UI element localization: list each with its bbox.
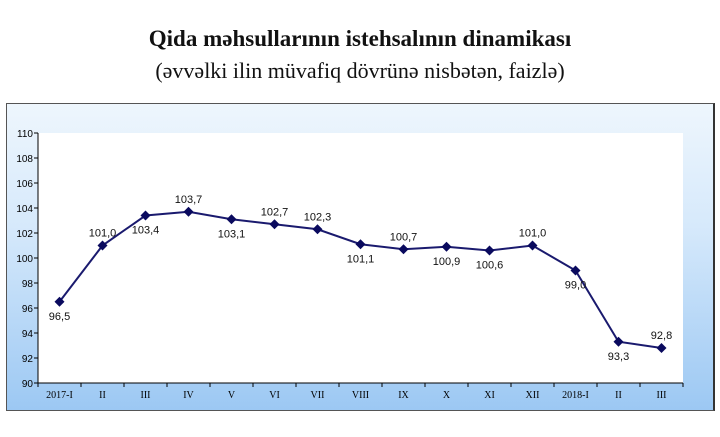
x-tick-label: IX — [398, 390, 409, 401]
data-point-marker — [527, 240, 538, 251]
y-tick-label: 96 — [22, 304, 34, 315]
data-point-marker — [570, 265, 581, 276]
data-label: 101,1 — [347, 253, 375, 265]
data-label: 102,3 — [304, 211, 332, 223]
x-tick-label: II — [615, 390, 622, 401]
x-tick-label: 2017-I — [46, 390, 73, 401]
x-tick-label: XII — [526, 390, 540, 401]
y-tick-label: 110 — [17, 129, 33, 140]
chart-title: Qida məhsullarının istehsalının dinamika… — [148, 26, 572, 51]
data-point-marker — [226, 214, 237, 225]
data-point-marker — [398, 244, 409, 255]
y-tick-label: 92 — [22, 354, 34, 365]
x-tick-label: III — [657, 390, 667, 401]
y-tick-label: 106 — [16, 179, 33, 190]
data-label: 103,7 — [175, 194, 203, 206]
data-label: 96,5 — [49, 311, 70, 323]
x-tick-label: X — [443, 390, 451, 401]
chart-subtitle: (əvvəlki ilin müvafiq dövrünə nisbətən, … — [155, 58, 565, 83]
data-point-marker — [269, 219, 280, 230]
data-point-marker — [484, 245, 495, 256]
y-tick-label: 94 — [22, 329, 34, 340]
data-point-marker — [656, 343, 667, 353]
data-label: 103,1 — [218, 228, 246, 240]
data-point-marker — [140, 210, 151, 221]
data-label: 92,8 — [651, 330, 672, 342]
data-label: 100,6 — [476, 260, 504, 272]
x-tick-label: III — [141, 390, 151, 401]
data-label: 93,3 — [608, 351, 629, 363]
x-tick-label: II — [99, 390, 106, 401]
data-label: 102,7 — [261, 206, 289, 218]
data-label: 100,7 — [390, 231, 418, 243]
data-point-marker — [355, 239, 366, 250]
data-point-marker — [183, 206, 194, 217]
x-tick-label: 2018-I — [562, 390, 589, 401]
data-label: 99,0 — [565, 280, 586, 292]
data-label: 100,9 — [433, 256, 461, 268]
data-label: 103,4 — [132, 225, 160, 237]
y-tick-label: 102 — [16, 229, 33, 240]
data-point-marker — [312, 224, 323, 235]
y-tick-label: 108 — [16, 154, 33, 165]
data-label: 101,0 — [89, 228, 117, 240]
x-tick-label: VI — [269, 390, 280, 401]
data-point-marker — [613, 336, 624, 347]
data-point-marker — [54, 296, 65, 307]
plot-area — [38, 133, 683, 383]
data-point-marker — [441, 241, 452, 252]
x-tick-label: VII — [311, 390, 325, 401]
data-point-marker — [97, 240, 108, 251]
x-tick-label: XI — [484, 390, 495, 401]
y-tick-label: 100 — [16, 254, 33, 265]
x-tick-label: IV — [183, 390, 194, 401]
data-label: 101,0 — [519, 228, 547, 240]
y-tick-label: 104 — [16, 204, 33, 215]
y-tick-label: 90 — [22, 379, 34, 390]
y-tick-label: 98 — [22, 279, 34, 290]
x-tick-label: VIII — [352, 390, 369, 401]
x-tick-label: V — [228, 390, 236, 401]
